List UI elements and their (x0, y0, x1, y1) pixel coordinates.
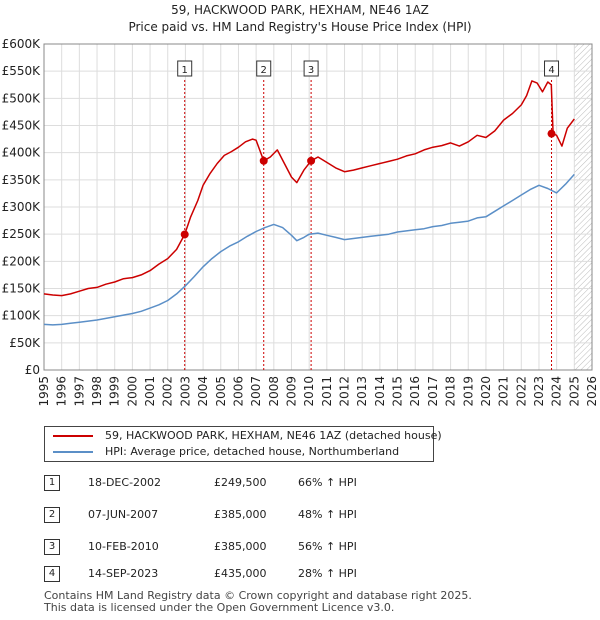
y-tick-label: £150K (2, 282, 42, 296)
sale-hpi: 56% ↑ HPI (298, 540, 357, 553)
sale-price: £249,500 (214, 476, 267, 489)
y-tick-label: £200K (2, 254, 42, 268)
x-tick-label: 2014 (373, 376, 387, 407)
x-tick-label: 2015 (391, 376, 405, 407)
sale-date: 07-JUN-2007 (88, 508, 159, 521)
sale-marker-number: 1 (182, 65, 188, 76)
sale-point (180, 230, 189, 239)
sale-row: 1 18-DEC-2002 £249,500 66% ↑ HPI (44, 473, 464, 493)
sale-marker-number: 3 (308, 65, 314, 76)
sale-point (259, 156, 268, 165)
x-tick-label: 2011 (320, 376, 334, 407)
x-tick-label: 2008 (267, 376, 281, 407)
sale-marker-number: 4 (548, 65, 554, 76)
footer-licence: This data is licensed under the Open Gov… (44, 601, 395, 614)
sale-row: 3 10-FEB-2010 £385,000 56% ↑ HPI (44, 537, 464, 557)
x-tick-label: 2003 (178, 376, 192, 407)
x-tick-label: 2012 (338, 376, 352, 407)
x-tick-label: 2006 (231, 376, 245, 407)
chart-legend: 59, HACKWOOD PARK, HEXHAM, NE46 1AZ (det… (44, 426, 442, 462)
sale-date: 14-SEP-2023 (88, 567, 159, 580)
sale-number: 3 (44, 539, 60, 555)
sale-hpi: 48% ↑ HPI (298, 508, 357, 521)
plot-frame (43, 43, 593, 371)
sale-marker-number: 2 (261, 65, 267, 76)
x-tick-label: 2022 (514, 376, 528, 407)
sale-point (547, 129, 556, 138)
x-tick-label: 1997 (72, 376, 86, 407)
footer-copyright: Contains HM Land Registry data © Crown c… (44, 589, 472, 602)
x-tick-label: 2023 (532, 376, 546, 407)
x-tick-label: 2021 (497, 376, 511, 407)
legend-label-hpi: HPI: Average price, detached house, Nort… (105, 445, 400, 458)
sale-price: £435,000 (214, 567, 267, 580)
x-tick-label: 1999 (108, 376, 122, 407)
x-tick-label: 2013 (355, 376, 369, 407)
sale-number: 2 (44, 507, 60, 523)
sale-date: 10-FEB-2010 (88, 540, 159, 553)
y-tick-label: £600K (2, 37, 42, 51)
sale-price: £385,000 (214, 508, 267, 521)
sale-point (307, 156, 316, 165)
sale-row: 4 14-SEP-2023 £435,000 28% ↑ HPI (44, 564, 464, 584)
x-tick-label: 2000 (125, 376, 139, 407)
x-tick-label: 2002 (161, 376, 175, 407)
x-tick-label: 2017 (426, 376, 440, 407)
legend-item-hpi: HPI: Average price, detached house, Nort… (53, 444, 399, 460)
x-tick-label: 2024 (550, 376, 564, 407)
y-tick-label: £500K (2, 91, 42, 105)
legend-line-hpi (53, 451, 93, 453)
y-tick-label: £450K (2, 119, 42, 133)
y-tick-label: £400K (2, 146, 42, 160)
hpi-line (43, 173, 575, 326)
y-tick-label: £0 (25, 363, 40, 377)
sale-number: 4 (44, 566, 60, 582)
x-tick-label: 2026 (585, 376, 599, 407)
y-tick-label: £350K (2, 173, 42, 187)
chart-subtitle: Price paid vs. HM Land Registry's House … (128, 20, 471, 34)
legend-item-property: 59, HACKWOOD PARK, HEXHAM, NE46 1AZ (det… (53, 428, 442, 444)
sale-marker-box (256, 60, 272, 77)
y-tick-label: £250K (2, 227, 42, 241)
x-tick-label: 1996 (55, 376, 69, 407)
y-tick-label: £300K (2, 200, 42, 214)
x-tick-label: 2010 (302, 376, 316, 407)
x-tick-label: 2019 (461, 376, 475, 407)
sale-row: 2 07-JUN-2007 £385,000 48% ↑ HPI (44, 505, 464, 525)
x-tick-label: 2005 (214, 376, 228, 407)
sale-marker-box (177, 60, 193, 77)
x-tick-label: 2007 (249, 376, 263, 407)
x-tick-label: 2004 (196, 376, 210, 407)
chart-title: 59, HACKWOOD PARK, HEXHAM, NE46 1AZ (171, 3, 429, 17)
x-tick-label: 2025 (567, 376, 581, 407)
sale-marker-box (303, 60, 319, 77)
y-tick-label: £100K (2, 309, 42, 323)
y-tick-label: £550K (2, 64, 42, 78)
x-tick-label: 2001 (143, 376, 157, 407)
sale-number: 1 (44, 475, 60, 491)
sale-hpi: 28% ↑ HPI (298, 567, 357, 580)
x-tick-label: 2020 (479, 376, 493, 407)
x-tick-label: 2018 (444, 376, 458, 407)
sale-marker-box (544, 60, 560, 77)
x-tick-label: 2009 (284, 376, 298, 407)
x-tick-label: 2016 (408, 376, 422, 407)
legend-label-property: 59, HACKWOOD PARK, HEXHAM, NE46 1AZ (det… (105, 429, 442, 442)
x-tick-label: 1995 (37, 376, 51, 407)
sale-hpi: 66% ↑ HPI (298, 476, 357, 489)
legend-line-property (53, 435, 93, 437)
sale-price: £385,000 (214, 540, 267, 553)
sale-date: 18-DEC-2002 (88, 476, 162, 489)
y-tick-label: £50K (9, 336, 41, 350)
x-tick-label: 1998 (90, 376, 104, 407)
price-chart: 59, HACKWOOD PARK, HEXHAM, NE46 1AZ Pric… (2, 3, 599, 407)
